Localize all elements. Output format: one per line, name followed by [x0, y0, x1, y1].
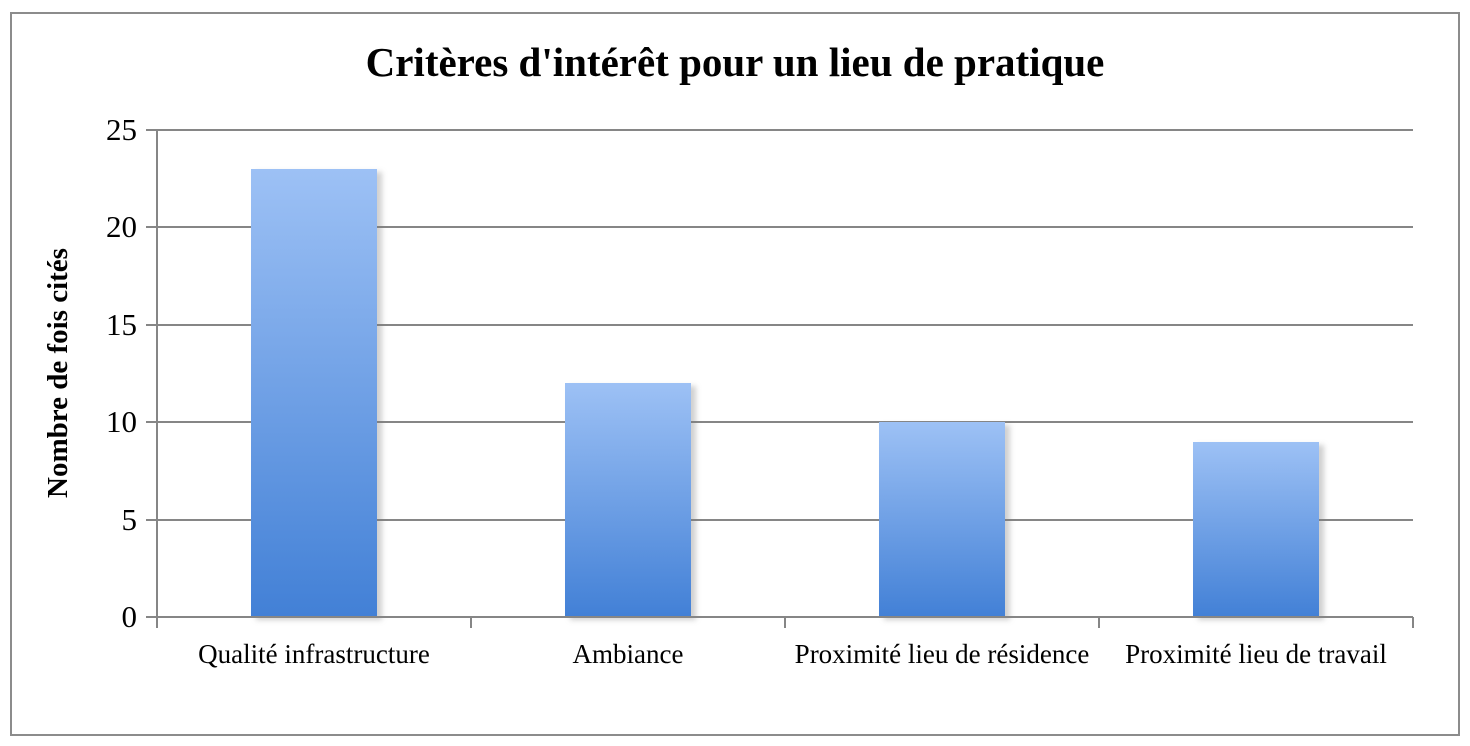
y-axis-title-text: Nombre de fois cités	[42, 248, 74, 498]
x-tick-mark-4	[1412, 617, 1414, 628]
gridline-20	[157, 226, 1413, 229]
x-category-label: Proximité lieu de résidence	[785, 637, 1099, 671]
x-category-label-text: Qualité infrastructure	[198, 639, 430, 669]
bar-cell	[157, 130, 471, 617]
y-tick-mark-15	[146, 323, 157, 326]
bar-cell	[785, 130, 1099, 617]
bar-cell	[1099, 130, 1413, 617]
y-tick-mark-25	[146, 129, 157, 131]
gridline-5	[157, 518, 1413, 521]
bar-1	[251, 168, 377, 617]
bar-2	[565, 383, 691, 617]
gridline-10	[157, 421, 1413, 424]
x-category-label-text: Proximité lieu de travail	[1125, 639, 1387, 669]
y-tick-mark-5	[146, 518, 157, 521]
chart-title: Critères d'intérêt pour un lieu de prati…	[365, 39, 1105, 85]
plot-area: 0 5 10 15 20 25 Qualité infrastructure Ambiance…	[106, 113, 1414, 669]
x-category-label: Qualité infrastructure	[157, 637, 471, 671]
y-tick-label-20: 20	[106, 209, 137, 245]
bar-cell	[471, 130, 785, 617]
bar-4	[1193, 441, 1319, 617]
x-category-label: Proximité lieu de travail	[1099, 637, 1413, 671]
x-category-label-text: Proximité lieu de résidence	[794, 639, 1090, 669]
y-tick-mark-20	[146, 226, 157, 229]
x-category-label: Ambiance	[471, 637, 785, 671]
y-tick-mark-10	[146, 421, 157, 424]
gridline-15	[157, 323, 1413, 326]
y-tick-label-5: 5	[121, 501, 138, 537]
y-tick-label-0: 0	[121, 599, 138, 634]
x-tick-mark-0	[156, 617, 158, 628]
y-tick-mark-0	[146, 616, 157, 618]
x-tick-mark-3	[1098, 617, 1100, 628]
x-category-label-text: Ambiance	[572, 639, 684, 669]
y-tick-label-10: 10	[106, 404, 137, 440]
gridline-25	[157, 129, 1413, 131]
y-axis-line	[156, 130, 158, 617]
y-tick-label-25: 25	[106, 112, 137, 147]
x-tick-mark-2	[784, 617, 786, 628]
bar-3	[879, 422, 1005, 617]
y-tick-label-15: 15	[106, 306, 137, 342]
x-tick-mark-1	[470, 617, 472, 628]
